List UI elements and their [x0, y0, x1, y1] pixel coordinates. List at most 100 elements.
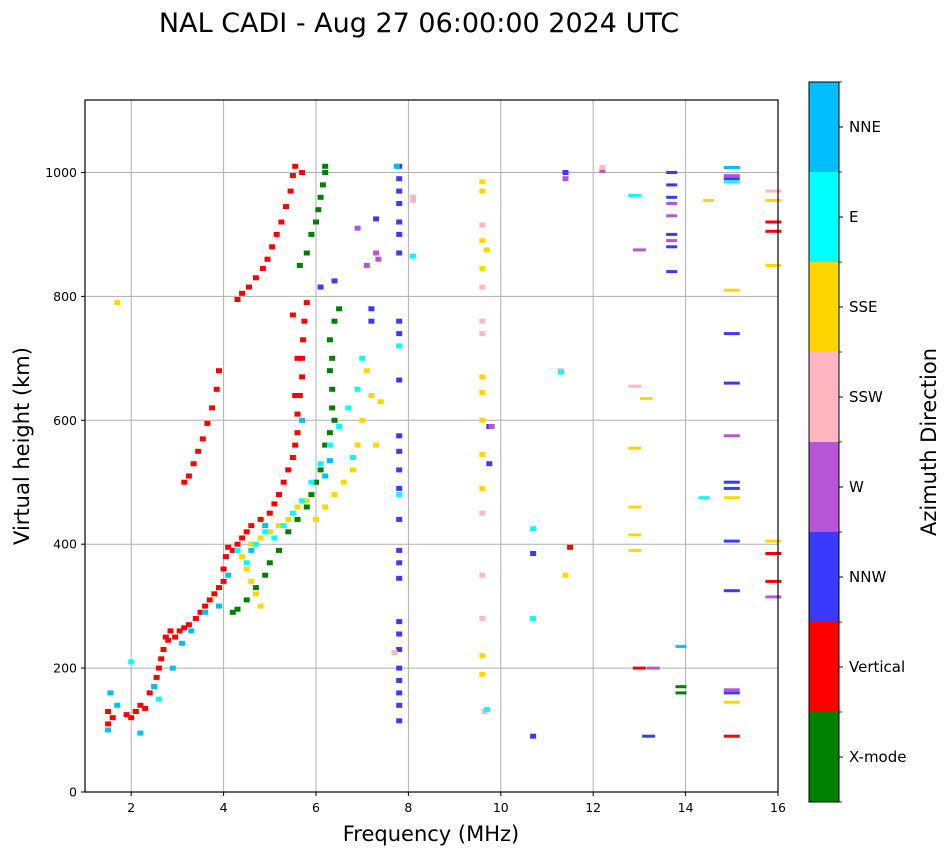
data-point: [185, 473, 192, 479]
data-point: [628, 533, 642, 537]
data-point: [264, 256, 271, 262]
data-point: [296, 262, 303, 268]
data-point: [336, 424, 343, 429]
data-point: [308, 231, 315, 237]
colorbar-label: Azimuth Direction: [917, 348, 941, 536]
data-point: [292, 393, 299, 398]
data-point: [123, 712, 130, 718]
x-tick-label: 14: [678, 800, 694, 815]
data-point: [197, 609, 204, 615]
colorbar-tick-label: W: [849, 478, 864, 496]
data-point: [396, 647, 403, 652]
data-point: [628, 548, 642, 552]
data-point: [287, 188, 294, 194]
data-point: [331, 417, 338, 423]
data-point: [723, 539, 740, 543]
data-point: [185, 622, 192, 628]
data-point: [179, 640, 185, 646]
data-point: [199, 436, 206, 442]
data-point: [723, 688, 740, 692]
y-tick-label: 800: [53, 289, 77, 304]
data-point: [396, 665, 403, 671]
data-point: [294, 411, 301, 417]
data-point: [410, 197, 416, 203]
data-point: [350, 467, 356, 473]
colorbar-swatch-sse: [809, 262, 839, 352]
data-point: [252, 591, 259, 597]
data-point: [239, 535, 246, 541]
colorbar-tick-label: E: [849, 208, 858, 226]
colorbar-swatch-e: [809, 172, 839, 262]
data-point: [396, 176, 403, 182]
data-point: [396, 690, 403, 696]
data-point: [373, 250, 380, 256]
data-point: [479, 284, 486, 290]
data-point: [105, 727, 112, 733]
colorbar-swatch-nne: [809, 82, 839, 172]
data-point: [723, 180, 740, 184]
data-point: [262, 572, 269, 578]
data-point: [190, 461, 197, 467]
data-point: [393, 163, 400, 169]
data-point: [289, 455, 296, 460]
data-point: [479, 616, 486, 621]
data-point: [266, 560, 273, 566]
data-point: [326, 337, 333, 343]
data-point: [723, 496, 740, 500]
data-point: [280, 523, 287, 529]
data-point: [479, 266, 486, 271]
data-point: [396, 231, 403, 237]
data-point: [319, 182, 326, 188]
data-point: [354, 225, 361, 231]
data-point: [675, 691, 687, 695]
data-point: [329, 405, 336, 411]
data-point: [299, 498, 306, 504]
data-point: [294, 504, 301, 510]
data-point: [483, 707, 490, 713]
data-point: [234, 547, 241, 553]
series-nnw: [317, 163, 740, 739]
chart-title: NAL CADI - Aug 27 06:00:00 2024 UTC: [159, 8, 679, 39]
data-point: [375, 256, 382, 262]
data-point: [765, 579, 782, 583]
data-point: [326, 442, 333, 448]
data-point: [765, 229, 782, 233]
data-point: [363, 262, 370, 268]
plot-frame: [84, 99, 779, 793]
data-point: [396, 219, 403, 225]
data-point: [294, 430, 301, 436]
data-point: [628, 193, 642, 197]
data-point: [216, 603, 222, 609]
data-point: [765, 189, 782, 193]
x-axis-label: Frequency (MHz): [343, 822, 519, 846]
data-point: [114, 300, 121, 306]
data-point: [368, 393, 375, 398]
data-point: [271, 501, 278, 507]
data-point: [169, 665, 176, 671]
data-point: [289, 312, 296, 318]
data-point: [628, 384, 642, 388]
data-point: [562, 170, 569, 175]
data-point: [294, 516, 301, 522]
x-axis-ticks: 2 4 6 8 10 12 14 16: [127, 792, 786, 815]
data-point: [479, 417, 486, 423]
data-point: [666, 232, 678, 236]
data-point: [557, 369, 564, 375]
data-point: [329, 355, 336, 361]
data-point: [396, 631, 403, 637]
data-point: [243, 597, 250, 603]
data-point: [354, 386, 361, 392]
data-point: [479, 671, 486, 677]
data-point: [317, 284, 324, 290]
data-point: [666, 183, 678, 187]
data-point: [479, 331, 486, 337]
data-point: [229, 609, 236, 615]
data-point: [336, 306, 343, 312]
data-point: [128, 715, 135, 721]
data-point: [294, 355, 301, 361]
data-point: [723, 589, 740, 593]
data-point: [234, 297, 241, 302]
data-point: [107, 690, 114, 696]
x-tick-label: 2: [127, 800, 135, 815]
